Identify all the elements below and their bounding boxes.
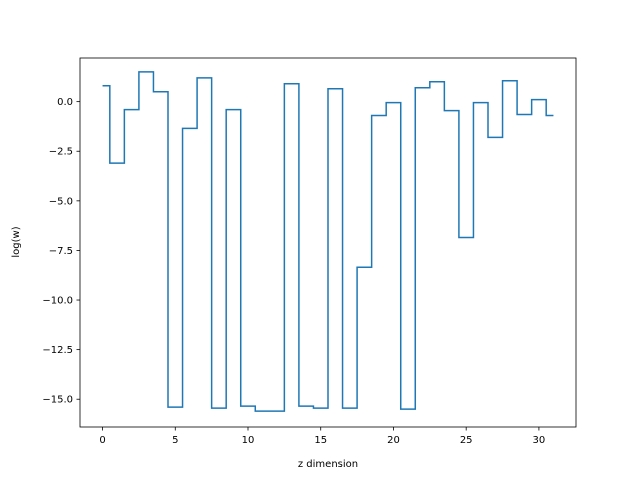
y-axis: 0.0 −2.5 −5.0 −7.5 −10.0 −12.5 −15.0 [42,97,80,406]
y-axis-label: log(w) [11,226,22,257]
x-tick-label: 30 [533,435,546,446]
x-tick-label: 20 [387,435,400,446]
x-axis: 0 5 10 15 20 25 30 [99,427,545,446]
series-line [102,71,554,412]
y-tick-label: −7.5 [49,246,73,257]
axes-frame [79,57,577,428]
y-tick-label: −2.5 [49,147,73,158]
y-tick-label: −12.5 [42,345,73,356]
x-tick-label: 0 [99,435,105,446]
x-axis-label: z dimension [298,459,358,470]
plot-content [102,71,554,412]
x-tick-label: 5 [172,435,178,446]
y-tick-label: 0.0 [57,97,73,108]
x-tick-label: 15 [314,435,327,446]
y-tick-label: −15.0 [42,395,73,406]
y-tick-label: −5.0 [49,196,73,207]
x-tick-label: 25 [460,435,473,446]
x-tick-label: 10 [242,435,255,446]
y-tick-label: −10.0 [42,296,73,307]
